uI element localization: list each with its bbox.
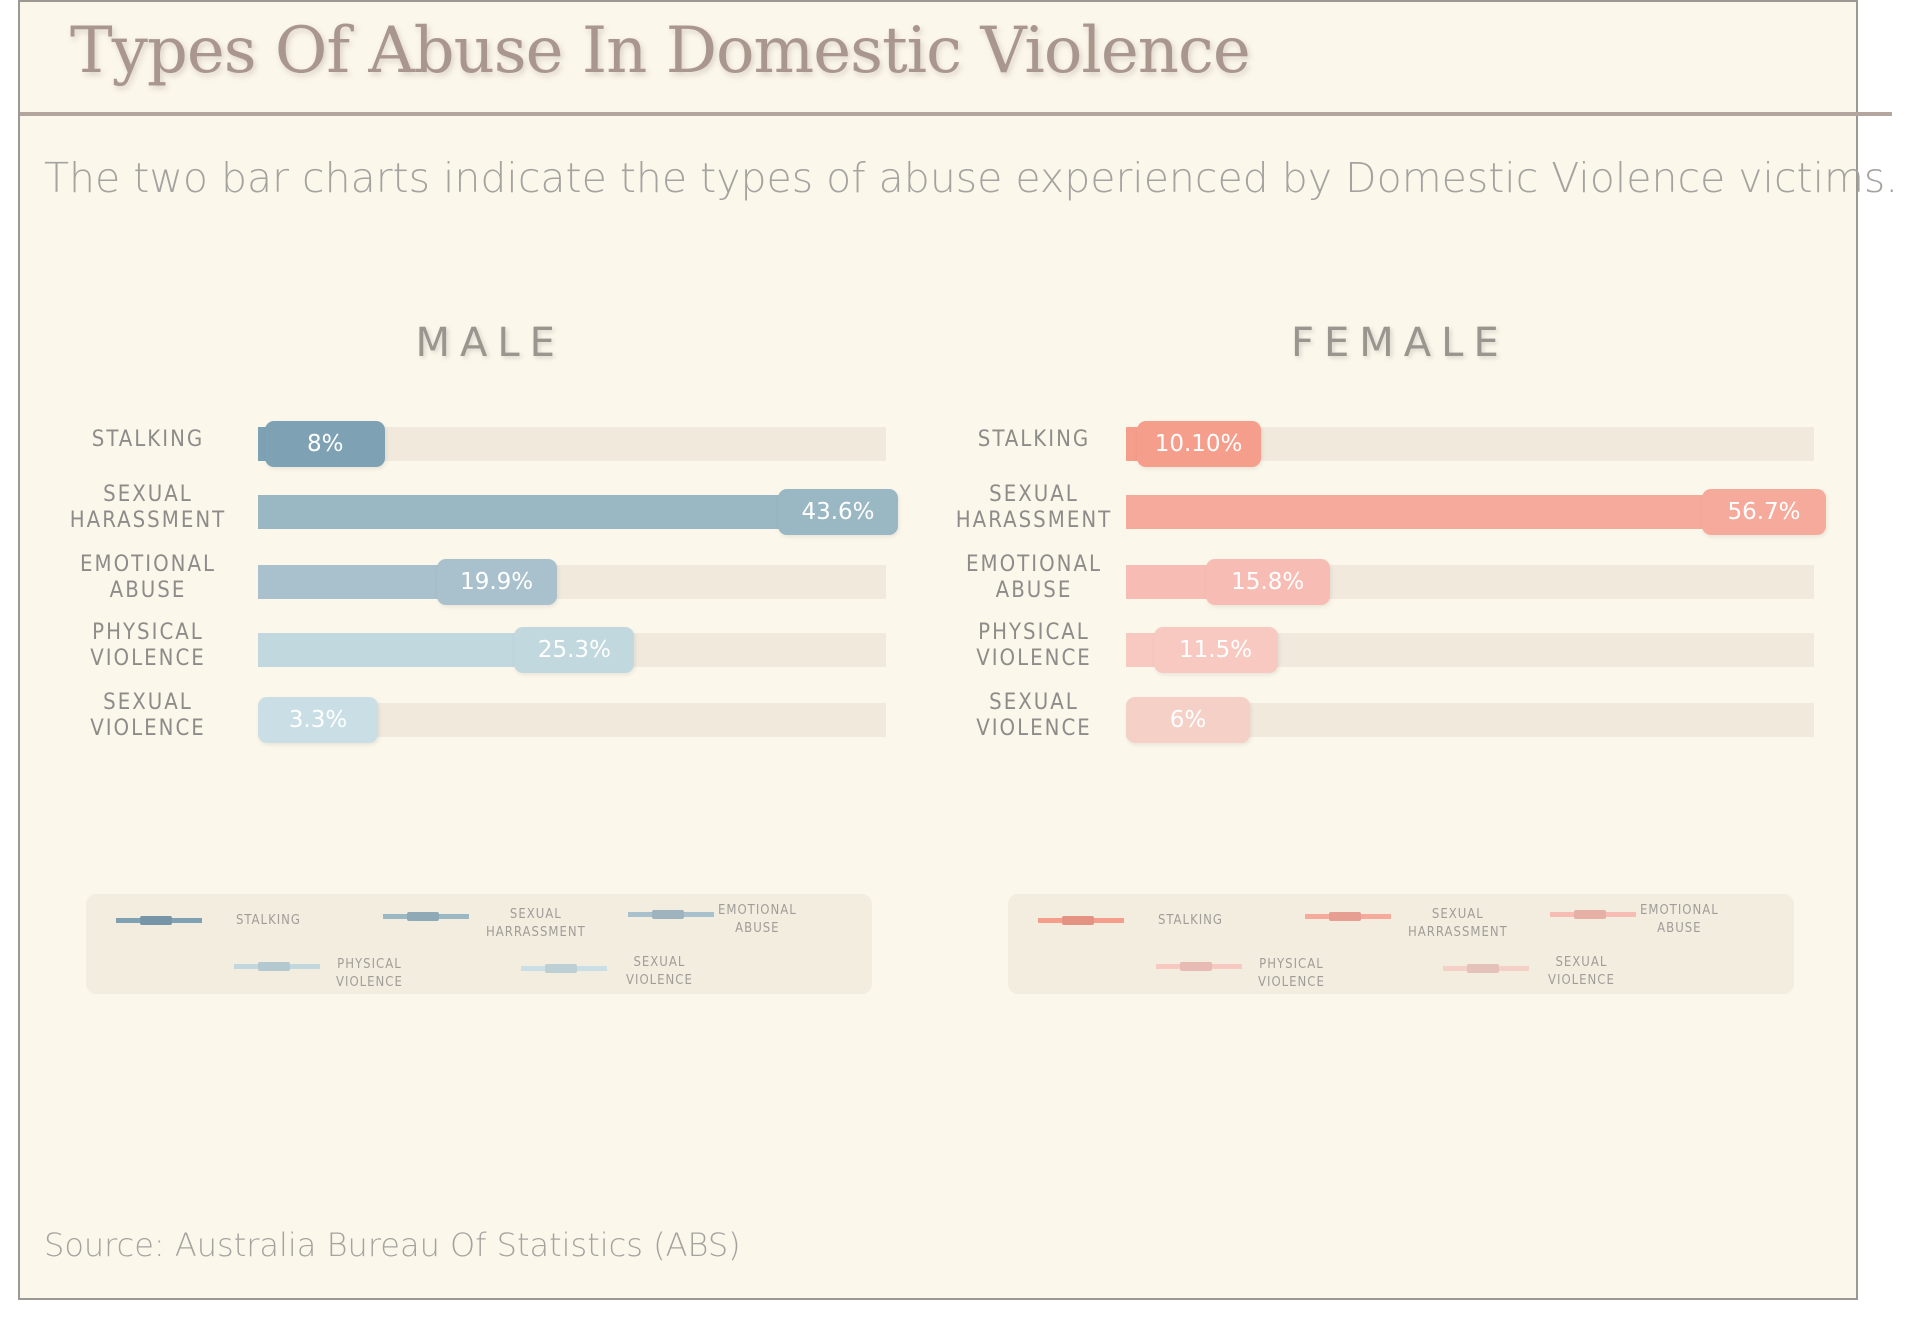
legend-swatch-mark <box>1180 962 1212 971</box>
legend-swatch-mark <box>140 916 172 925</box>
legend-swatch <box>234 962 320 971</box>
data-label: 6% <box>1126 697 1250 743</box>
legend-swatch-mark <box>1574 910 1606 919</box>
category-label: SEXUAL HARASSMENT <box>69 482 227 533</box>
legend-swatch-mark <box>1329 912 1361 921</box>
legend-swatch-mark <box>258 962 290 971</box>
category-label: EMOTIONAL ABUSE <box>965 552 1102 603</box>
legend-swatch-mark <box>545 964 577 973</box>
legend-swatch-mark <box>407 912 439 921</box>
infographic-frame: Types Of Abuse In Domestic Violence The … <box>18 0 1898 1300</box>
chart-title: FEMALE <box>1291 320 1509 366</box>
data-label: 19.9% <box>436 559 557 605</box>
legend-swatch <box>383 912 469 921</box>
legend-label: EMOTIONAL ABUSE <box>1640 903 1719 936</box>
legend-swatch-mark <box>1467 964 1499 973</box>
legend-label: SEXUAL HARRASSMENT <box>486 907 586 940</box>
legend-label: PHYSICAL VIOLENCE <box>336 957 403 990</box>
legend-swatch-mark <box>1062 916 1094 925</box>
data-label: 43.6% <box>778 489 898 535</box>
chart-legend: STALKING SEXUAL HARRASSMENT EMOTIONAL ABUSE P… <box>86 894 872 994</box>
legend-swatch <box>628 910 714 919</box>
legend-swatch <box>1550 910 1636 919</box>
data-label: 10.10% <box>1136 421 1261 467</box>
page-title: Types Of Abuse In Domestic Violence <box>70 14 1251 88</box>
source-note: Source: Australia Bureau Of Statistics (… <box>44 1226 741 1264</box>
legend-swatch-mark <box>652 910 684 919</box>
legend-label: STALKING <box>1158 913 1223 928</box>
legend-label: SEXUAL VIOLENCE <box>1548 955 1615 988</box>
category-label: STALKING <box>91 427 205 452</box>
category-label: PHYSICAL VIOLENCE <box>976 620 1092 671</box>
bar[interactable] <box>258 633 563 667</box>
chart-legend: STALKING SEXUAL HARRASSMENT EMOTIONAL ABUSE P… <box>1008 894 1794 994</box>
data-label: 3.3% <box>258 697 378 743</box>
data-label: 56.7% <box>1702 489 1826 535</box>
legend-swatch <box>1305 912 1391 921</box>
data-label: 15.8% <box>1205 559 1330 605</box>
category-label: STALKING <box>977 427 1091 452</box>
title-divider <box>20 112 1892 116</box>
legend-label: EMOTIONAL ABUSE <box>718 903 797 936</box>
legend-swatch <box>521 964 607 973</box>
legend-swatch <box>1443 964 1529 973</box>
category-label: SEXUAL VIOLENCE <box>90 690 206 741</box>
legend-label: STALKING <box>236 913 301 928</box>
data-label: 25.3% <box>514 627 635 673</box>
legend-label: SEXUAL HARRASSMENT <box>1408 907 1508 940</box>
category-label: SEXUAL HARASSMENT <box>955 482 1113 533</box>
category-label: PHYSICAL VIOLENCE <box>90 620 206 671</box>
legend-label: SEXUAL VIOLENCE <box>626 955 693 988</box>
legend-swatch <box>1038 916 1124 925</box>
bar[interactable] <box>1126 495 1752 529</box>
legend-swatch <box>1156 962 1242 971</box>
chart-title: MALE <box>415 320 565 366</box>
page-subtitle: The two bar charts indicate the types of… <box>44 154 1899 202</box>
bar[interactable] <box>258 495 826 529</box>
category-label: EMOTIONAL ABUSE <box>79 552 216 603</box>
category-label: SEXUAL VIOLENCE <box>976 690 1092 741</box>
data-label: 11.5% <box>1153 627 1278 673</box>
legend-label: PHYSICAL VIOLENCE <box>1258 957 1325 990</box>
legend-swatch <box>116 916 202 925</box>
data-label: 8% <box>265 421 386 467</box>
